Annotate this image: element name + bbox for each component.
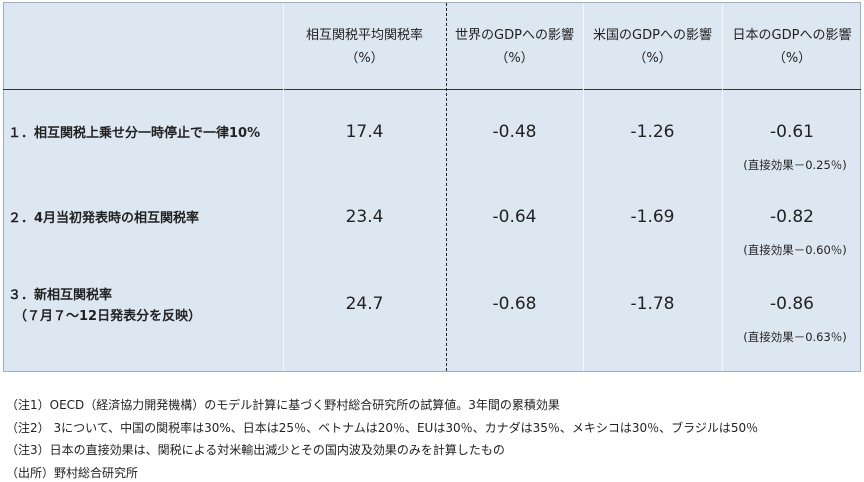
cell-note: (直接効果－0.25％) <box>743 158 847 172</box>
cell-value: -1.78 <box>630 294 675 314</box>
column-header: 相互関税平均関税率 <box>305 28 423 43</box>
column-rule <box>583 3 584 371</box>
row-label: （７月７～12日発表分を反映） <box>14 309 202 324</box>
cell-value: -0.86 <box>770 294 814 314</box>
column-header: 米国のGDPへの影響 <box>593 28 712 43</box>
cell-value: -0.61 <box>770 122 814 142</box>
cell-value: -0.68 <box>492 294 537 314</box>
column-header: 世界のGDPへの影響 <box>455 28 574 43</box>
cell-value: -1.69 <box>630 207 675 227</box>
column-header: （%） <box>772 51 812 66</box>
footnote: （注1）OECD（経済協力開発機構）のモデル計算に基づく野村総合研究所の試算値。… <box>6 398 560 412</box>
header-rule <box>3 89 861 90</box>
cell-value: 24.7 <box>345 294 384 314</box>
column-rule <box>283 3 284 371</box>
cell-note: (直接効果－0.60％) <box>743 243 847 257</box>
cell-value: -0.82 <box>770 207 814 227</box>
cell-value: -1.26 <box>630 122 675 142</box>
cell-value: -0.64 <box>492 207 537 227</box>
dashed-divider <box>446 3 447 371</box>
cell-note: (直接効果－0.63％) <box>743 330 847 344</box>
column-rule <box>722 3 723 371</box>
cell-value: 17.4 <box>345 122 384 142</box>
footnote: （出所）野村総合研究所 <box>6 465 139 480</box>
footnote: （注2） 3について、中国の関税率は30%、日本は25％、ベトナムは20％、EU… <box>6 420 759 435</box>
table-background <box>3 2 861 372</box>
cell-value: 23.4 <box>345 207 384 227</box>
row-label: ３．新相互関税率 <box>8 288 113 303</box>
column-header: （%） <box>495 51 534 66</box>
column-header: （%） <box>345 51 384 66</box>
row-label: ２．4月当初発表時の相互関税率 <box>8 211 200 226</box>
row-label: １．相互関税上乗せ分一時停止で一律10% <box>8 126 261 141</box>
footnote: （注3）日本の直接効果は、関税による対米輸出減少とその国内波及効果のみを計算した… <box>6 443 505 457</box>
cell-value: -0.48 <box>492 122 537 142</box>
column-header: （%） <box>633 51 672 66</box>
column-header: 日本のGDPへの影響 <box>732 28 852 43</box>
